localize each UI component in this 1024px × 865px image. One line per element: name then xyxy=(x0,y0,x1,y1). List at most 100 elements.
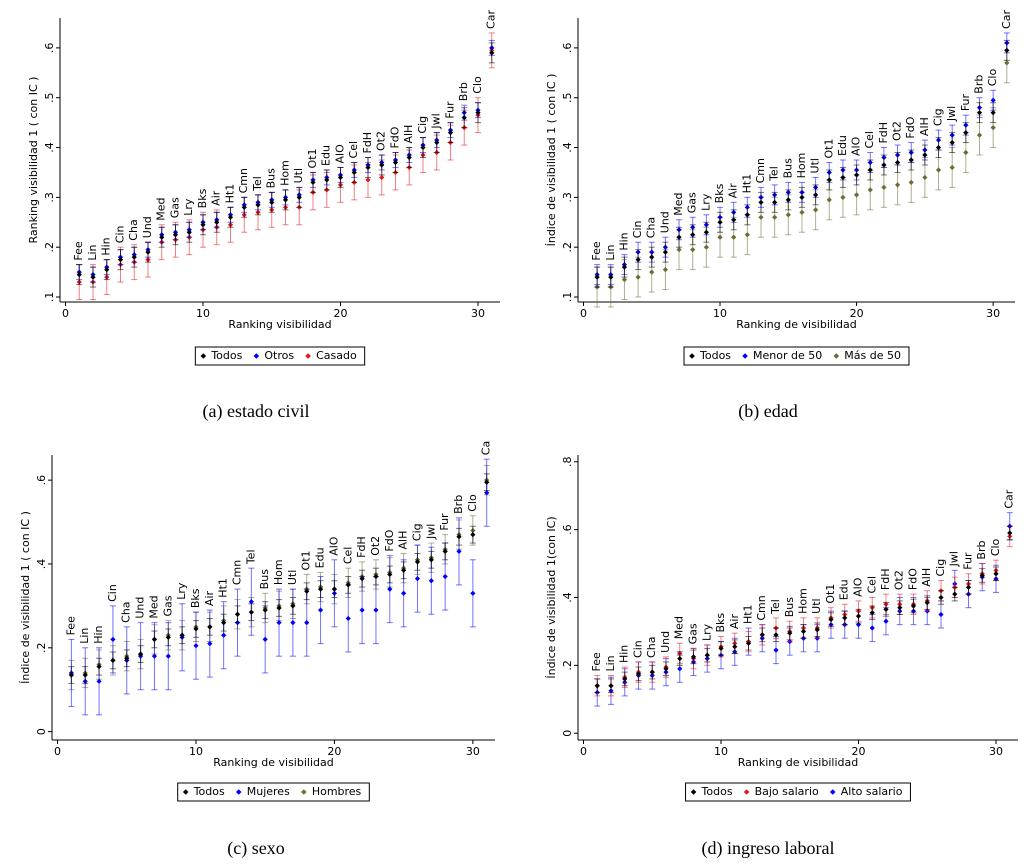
point-label: AlO xyxy=(852,577,865,597)
point xyxy=(165,634,171,640)
point-label: Clo xyxy=(986,69,999,87)
point xyxy=(840,194,846,200)
point-label: Hin xyxy=(92,625,105,643)
point xyxy=(461,115,467,121)
x-tick-label: 20 xyxy=(852,745,866,758)
point xyxy=(193,643,199,649)
point xyxy=(131,254,137,260)
point xyxy=(935,144,942,151)
point xyxy=(608,274,614,280)
point-label: Car xyxy=(1000,10,1013,29)
y-axis-label: Ranking visibilidad 1 ( con IC ) xyxy=(27,77,40,244)
point xyxy=(387,571,393,578)
point-label: Bus xyxy=(783,597,796,618)
point-label: Edu xyxy=(320,145,333,166)
point xyxy=(428,557,434,563)
point xyxy=(442,548,448,554)
point-label: Cha xyxy=(127,219,140,240)
point xyxy=(703,244,709,250)
point xyxy=(867,167,873,173)
point xyxy=(922,152,928,158)
point-label: Ot2 xyxy=(891,121,904,141)
point xyxy=(379,162,385,168)
point xyxy=(442,573,448,580)
x-tick-label: 20 xyxy=(334,307,348,320)
point xyxy=(365,164,371,171)
point xyxy=(990,110,996,116)
point xyxy=(304,588,310,594)
point xyxy=(799,194,805,200)
point-label: Cha xyxy=(120,601,133,622)
x-tick-label: 20 xyxy=(327,745,341,758)
x-axis-label: Ranking de visibilidad xyxy=(738,756,858,769)
point-label: FdO xyxy=(383,529,396,551)
point-label: Und xyxy=(659,631,672,653)
x-tick-label: 0 xyxy=(580,307,587,320)
legend-marker xyxy=(690,789,697,795)
point xyxy=(179,632,185,638)
point-label: Hin xyxy=(100,237,113,255)
point-label: Tel xyxy=(251,176,264,192)
point-label: FdO xyxy=(389,126,402,148)
point xyxy=(594,274,600,280)
x-axis-label: Ranking de visibilidad xyxy=(213,756,333,769)
point xyxy=(290,620,296,626)
point-label: Cig xyxy=(416,116,429,134)
point xyxy=(840,174,846,181)
point xyxy=(151,636,158,643)
point-label: Gas xyxy=(169,197,182,218)
point xyxy=(345,615,351,622)
point-label: Bks xyxy=(196,188,209,208)
point-label: AlH xyxy=(920,568,933,587)
point xyxy=(365,177,371,183)
point xyxy=(484,490,490,496)
point xyxy=(800,628,807,635)
point-label: Fee xyxy=(590,652,603,671)
point-label: Lry xyxy=(700,623,713,641)
point-label: Lin xyxy=(78,628,91,644)
point xyxy=(990,97,996,103)
point-label: Cmn xyxy=(754,158,767,183)
point-label: Car xyxy=(485,10,498,29)
point-label: Lin xyxy=(86,244,99,260)
point-label: Lry xyxy=(182,198,195,216)
point xyxy=(351,169,357,176)
point xyxy=(732,644,738,650)
x-tick-label: 0 xyxy=(62,307,69,320)
y-tick-label: .1 xyxy=(43,292,56,303)
point-label: Clo xyxy=(466,494,479,512)
point xyxy=(489,50,495,56)
point xyxy=(869,625,875,631)
point xyxy=(594,683,600,689)
point xyxy=(104,267,110,273)
point xyxy=(470,532,476,538)
legend-label: Todos xyxy=(193,785,225,798)
point xyxy=(345,582,351,588)
legend-marker xyxy=(253,353,260,359)
y-tick-label: .3 xyxy=(561,192,574,203)
point xyxy=(255,202,261,208)
point-label: Gas xyxy=(686,192,699,213)
point xyxy=(193,626,199,632)
point xyxy=(883,618,889,624)
point xyxy=(159,234,165,240)
point-label: Ot1 xyxy=(300,550,313,570)
point xyxy=(470,590,476,596)
point xyxy=(924,599,930,606)
legend-marker xyxy=(833,353,840,359)
point xyxy=(392,159,399,166)
point xyxy=(428,578,434,584)
point-label: Med xyxy=(147,595,160,618)
legend-label: Todos xyxy=(210,349,242,362)
point-label: Fur xyxy=(444,101,457,119)
point xyxy=(855,622,862,628)
point xyxy=(359,576,365,582)
point-label: Cmn xyxy=(237,168,250,193)
point-label: Cha xyxy=(645,217,658,238)
point xyxy=(484,479,490,485)
point xyxy=(420,144,426,151)
point-label: Jwl xyxy=(424,524,437,540)
point xyxy=(662,249,668,255)
point xyxy=(718,645,724,651)
point xyxy=(635,257,641,263)
